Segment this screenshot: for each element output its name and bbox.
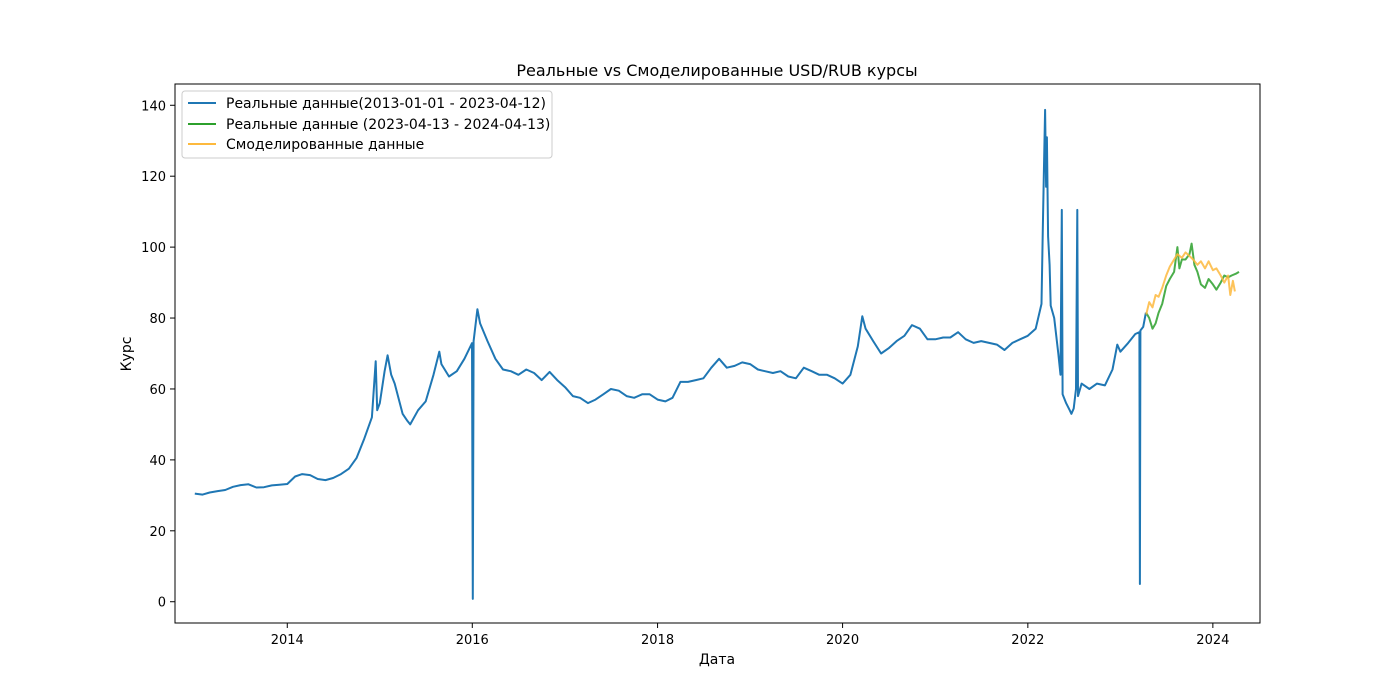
y-tick-label: 20 — [149, 525, 166, 540]
y-tick-label: 60 — [149, 383, 166, 398]
x-tick-label: 2016 — [456, 633, 489, 648]
legend: Реальные данные(2013-01-01 - 2023-04-12)… — [181, 90, 553, 159]
plot-area — [174, 83, 1261, 624]
y-tick-label: 40 — [149, 454, 166, 469]
x-axis: 2014 2016 2018 2020 2022 2024 — [271, 623, 1229, 648]
series-line-real-train — [194, 108, 1147, 600]
x-axis-label: Дата — [699, 652, 735, 668]
legend-label-simulated: Смоделированные данные — [226, 137, 424, 153]
x-tick-label: 2014 — [271, 633, 304, 648]
x-tick-label: 2020 — [826, 633, 859, 648]
legend-label-real-test: Реальные данные (2023-04-13 - 2024-04-13… — [226, 117, 550, 133]
y-tick-label: 80 — [149, 312, 166, 327]
legend-label-real-train: Реальные данные(2013-01-01 - 2023-04-12) — [226, 96, 546, 112]
x-tick-label: 2024 — [1196, 633, 1229, 648]
chart-title: Реальные vs Смоделированные USD/RUB курс… — [516, 61, 917, 80]
series-layer — [194, 108, 1240, 600]
y-tick-label: 100 — [141, 241, 166, 256]
x-tick-label: 2022 — [1011, 633, 1044, 648]
y-tick-label: 0 — [158, 596, 166, 611]
y-tick-label: 140 — [141, 99, 166, 114]
y-axis-label: Курс — [119, 337, 135, 372]
y-tick-label: 120 — [141, 170, 166, 185]
series-line-simulated — [1145, 251, 1236, 315]
x-tick-label: 2018 — [641, 633, 674, 648]
y-axis: 0 20 40 60 80 100 120 140 — [141, 99, 175, 611]
legend-box — [181, 90, 553, 159]
